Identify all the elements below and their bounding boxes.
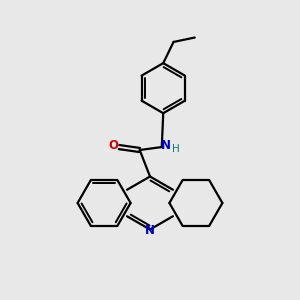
Text: H: H (172, 144, 180, 154)
Text: N: N (161, 139, 171, 152)
Text: N: N (145, 224, 155, 238)
Text: O: O (109, 139, 119, 152)
